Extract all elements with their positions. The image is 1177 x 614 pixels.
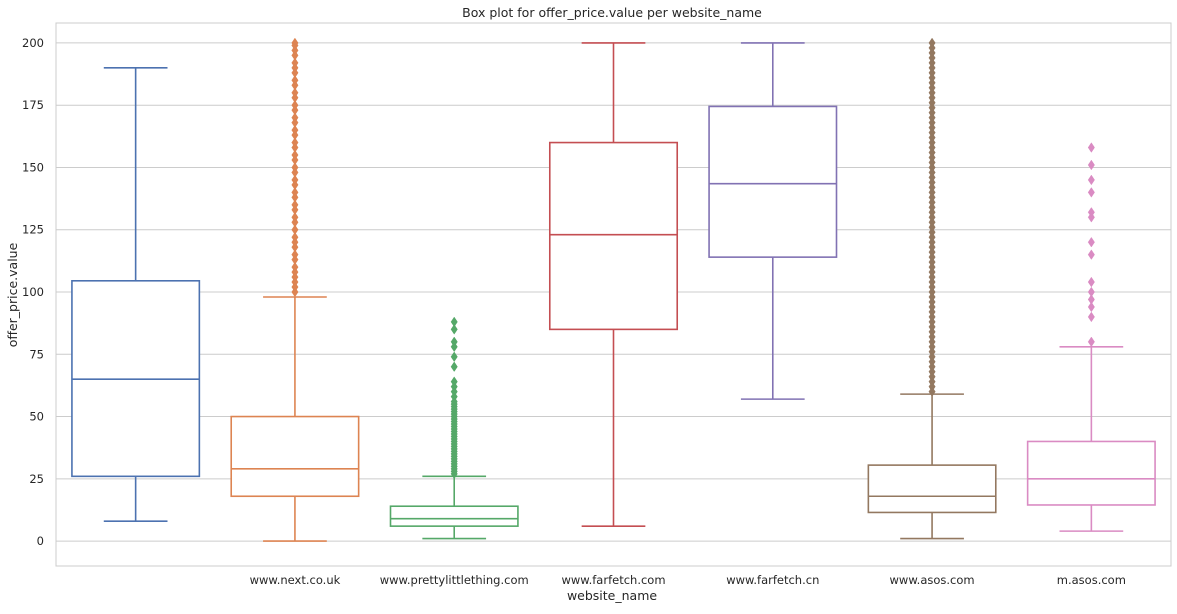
outlier-point xyxy=(450,376,458,387)
box-group xyxy=(867,37,997,540)
outlier-point xyxy=(291,87,299,98)
outlier-point xyxy=(450,361,458,372)
outlier-point xyxy=(1087,311,1095,323)
x-tick-label: www.prettylittlething.com xyxy=(380,573,529,587)
outlier-point xyxy=(1087,336,1095,348)
outlier-point xyxy=(1087,276,1095,288)
y-tick-label: 200 xyxy=(22,36,44,50)
outlier-point xyxy=(291,124,299,136)
outlier-point xyxy=(291,249,299,260)
outlier-point xyxy=(1087,236,1095,248)
y-tick-label: 50 xyxy=(29,410,44,424)
y-tick-label: 150 xyxy=(22,160,44,174)
chart-title: Box plot for offer_price.value per websi… xyxy=(462,5,762,20)
y-tick-label: 75 xyxy=(29,347,44,361)
outlier-point xyxy=(291,99,299,111)
outlier-point xyxy=(450,351,458,363)
outlier-point xyxy=(291,231,299,243)
outlier-point xyxy=(291,37,299,49)
outlier-point xyxy=(291,149,299,161)
x-tick-label: www.farfetch.cn xyxy=(726,573,819,587)
iqr-box xyxy=(1026,440,1156,506)
outlier-point xyxy=(291,57,299,69)
x-tick-label: www.farfetch.com xyxy=(561,573,665,587)
outlier-point xyxy=(1087,294,1095,305)
y-tick-labels: 0 25 50 75 100 125 150 175 200 xyxy=(22,36,44,548)
outlier-point xyxy=(291,174,299,186)
outlier-point xyxy=(291,199,299,211)
box-group xyxy=(389,316,519,540)
outlier-point xyxy=(1087,249,1095,260)
outlier-point xyxy=(450,336,458,348)
y-tick-label: 125 xyxy=(22,223,44,237)
outlier-point xyxy=(291,212,299,223)
box-group xyxy=(230,37,360,542)
y-tick-label: 175 xyxy=(22,98,44,112)
y-axis-label: offer_price.value xyxy=(5,242,20,347)
outlier-point xyxy=(291,162,299,173)
x-tick-label: www.next.co.uk xyxy=(250,573,341,587)
outlier-point xyxy=(291,261,299,273)
outlier-point xyxy=(291,75,299,86)
y-tick-label: 0 xyxy=(37,534,44,548)
iqr-box xyxy=(389,505,519,527)
x-tick-label: m.asos.com xyxy=(1057,573,1126,587)
box-group xyxy=(548,42,679,527)
outlier-point xyxy=(450,324,458,335)
outlier-point xyxy=(1087,174,1095,186)
outlier-point xyxy=(291,187,299,198)
iqr-box xyxy=(548,141,679,331)
outlier-point xyxy=(1087,207,1095,218)
x-axis-label: website_name xyxy=(567,588,657,603)
outlier-point xyxy=(1087,301,1095,313)
box-group xyxy=(71,67,201,522)
outlier-point xyxy=(1087,286,1095,298)
x-tick-labels: www.next.co.uk www.prettylittlething.com w… xyxy=(250,573,1126,587)
box-group xyxy=(1026,142,1156,532)
box-group xyxy=(708,42,838,400)
box-layer xyxy=(71,37,1156,542)
outlier-point xyxy=(928,37,936,49)
outlier-point xyxy=(450,316,458,328)
y-tick-label: 25 xyxy=(29,472,44,486)
outlier-point xyxy=(291,112,299,123)
outlier-point xyxy=(1087,142,1095,153)
outlier-point xyxy=(291,224,299,235)
x-tick-label: www.asos.com xyxy=(890,573,975,587)
iqr-box xyxy=(867,464,997,514)
iqr-box xyxy=(708,105,838,258)
outlier-point xyxy=(1087,187,1095,198)
plot-area-frame xyxy=(55,22,1172,567)
outlier-point xyxy=(1087,159,1095,171)
outlier-point xyxy=(291,137,299,148)
iqr-box xyxy=(230,415,360,498)
y-tick-label: 100 xyxy=(22,285,44,299)
